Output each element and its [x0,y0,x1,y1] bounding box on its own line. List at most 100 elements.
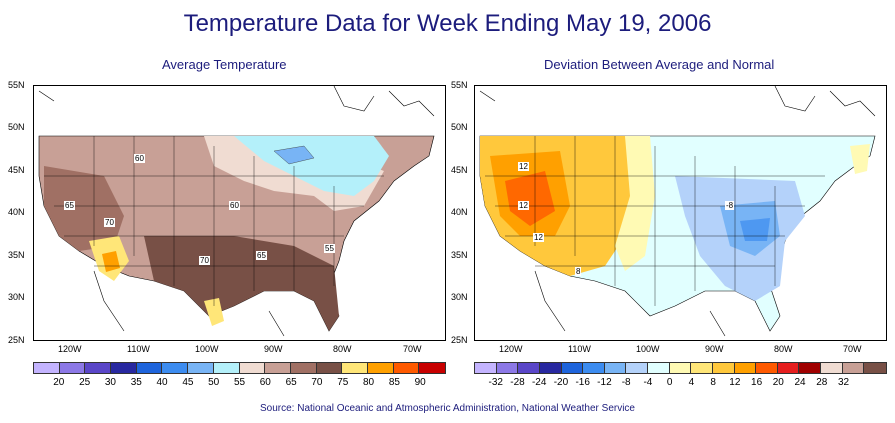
contour-label: 60 [229,201,240,210]
lon-label: 120W [58,344,82,354]
legend-swatch [539,363,562,373]
lat-label: 35N [451,250,468,260]
legend-swatch [34,363,60,373]
legend-label: -16 [575,377,590,388]
east-core-region [740,218,770,241]
legend-label: 4 [688,377,695,388]
legend-swatch [265,363,291,373]
legend-label: 65 [285,377,297,388]
lon-label: 90W [264,344,283,354]
lat-label: 50N [8,122,25,132]
lat-label: 45N [451,165,468,175]
legend-swatch [518,363,540,373]
legend-label: 25 [79,377,91,388]
legend-label: 16 [751,377,763,388]
contour-label: 12 [518,162,529,171]
west-brown-region [44,166,124,251]
contour-label: 65 [64,201,75,210]
legend-swatch [756,363,778,373]
west-core-region [505,171,555,226]
lat-label: 55N [451,80,468,90]
legend-label: -4 [643,377,653,388]
legend-swatch [734,363,757,373]
lat-label: 25N [8,335,25,345]
legend-label: 12 [729,377,741,388]
contour-label: -8 [725,201,735,210]
legend-label: 28 [816,377,828,388]
contour-label: 70 [199,256,210,265]
average-temperature-legend-labels: 20 25 30 35 40 45 50 55 60 65 70 75 80 85 90 [33,377,446,391]
legend-swatch [691,363,713,373]
contour-label: 55 [324,244,335,253]
deviation-legend-labels: -32 -28 -24 -20 -16 -12 -8 -4 0 4 8 12 16 20 24 28 32 [474,377,887,391]
legend-label: -8 [621,377,631,388]
lon-label: 90W [705,344,724,354]
legend-label: -28 [510,377,525,388]
legend-swatch [419,363,445,373]
lat-label: 40N [8,207,25,217]
legend-label: 70 [311,377,323,388]
legend-swatch [821,363,843,373]
right-coastlines [479,86,876,337]
legend-label: 85 [388,377,400,388]
lat-label: 25N [451,335,468,345]
legend-label: -24 [531,377,547,388]
legend-label: 45 [182,377,194,388]
legend-label: 0 [666,377,673,388]
legend-swatch [864,363,886,373]
legend-label: 60 [259,377,271,388]
legend-swatch [342,363,368,373]
legend-swatch [316,363,343,373]
legend-swatch [239,363,266,373]
deviation-legend [474,362,887,374]
florida-hot-region [204,298,224,326]
legend-swatch [712,363,735,373]
legend-swatch [799,363,821,373]
contour-label: 65 [256,251,267,260]
legend-label: 55 [233,377,246,388]
legend-swatch [85,363,112,373]
left-coastlines [38,86,435,337]
legend-swatch [188,363,214,373]
deviation-map-svg [479,86,876,337]
contour-label: 60 [134,154,145,163]
average-temperature-legend [33,362,446,374]
lon-label: 100W [195,344,219,354]
legend-swatch [583,363,605,373]
legend-label: -20 [553,377,569,388]
lon-label: 80W [333,344,352,354]
lon-label: 70W [403,344,422,354]
contour-label: 8 [575,267,582,276]
right-state-borders [485,136,825,306]
legend-swatch [393,363,420,373]
legend-swatch [136,363,163,373]
lat-label: 40N [451,207,468,217]
lake-superior-region [273,145,315,165]
legend-swatch [626,363,648,373]
legend-label: 80 [363,377,375,388]
legend-label: 30 [104,377,116,388]
northeast-warm-region [850,144,870,174]
southwest-core-region [102,251,120,272]
contour-label: 70 [104,218,115,227]
legend-swatch [367,363,394,373]
legend-label: 50 [208,377,220,388]
legend-swatch [111,363,137,373]
lon-label: 70W [843,344,862,354]
south-warm-region [144,236,339,331]
contour-label: 12 [533,233,544,242]
lat-label: 30N [8,292,25,302]
lat-label: 55N [8,80,25,90]
average-temperature-map-svg [38,86,435,337]
lat-label: 50N [451,122,468,132]
average-temperature-map: 60 65 70 60 55 70 65 [33,85,446,341]
lon-label: 100W [636,344,660,354]
legend-label: 90 [414,377,426,388]
plains-mild-region [615,136,655,271]
legend-label: -12 [597,377,612,388]
legend-label: 40 [156,377,168,388]
lon-label: 80W [774,344,793,354]
legend-swatch [162,363,189,373]
legend-label: 24 [794,377,806,388]
legend-swatch [475,363,497,373]
